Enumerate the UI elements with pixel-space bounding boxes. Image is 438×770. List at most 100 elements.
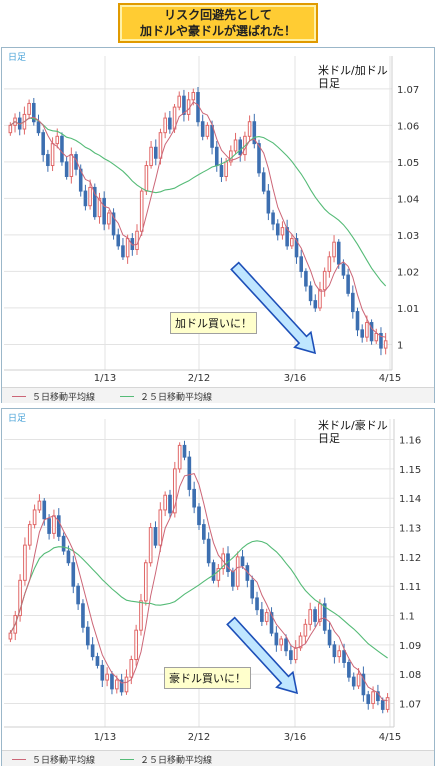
- candle-body: [41, 132, 45, 156]
- down-arrow-icon: [226, 616, 299, 695]
- legend-label-ma25: ２５日移動平均線: [140, 756, 213, 766]
- candle-body: [42, 500, 47, 520]
- candle-body: [197, 506, 201, 526]
- candle-body: [27, 524, 32, 546]
- candle-body: [187, 456, 192, 490]
- y-tick-label: 1.07: [397, 85, 419, 96]
- candle-body: [290, 238, 294, 247]
- candle-body: [322, 603, 327, 631]
- ma5-line: [9, 101, 386, 338]
- candle-body: [78, 168, 83, 192]
- candle-body: [342, 650, 346, 663]
- legend: ５日移動平均線 ２５日移動平均線: [2, 387, 434, 403]
- candle-body: [383, 340, 388, 349]
- candle-body: [264, 612, 269, 622]
- candle-body: [69, 154, 74, 177]
- candle-body: [219, 165, 224, 177]
- x-tick-label: 4/15: [379, 732, 401, 743]
- candle-body: [289, 650, 293, 661]
- candle-body: [81, 603, 85, 628]
- candle-body: [139, 600, 143, 631]
- y-tick-label: 1.1: [399, 612, 415, 623]
- candle-body: [380, 700, 385, 710]
- candle-body: [271, 212, 275, 225]
- usdaud-chart-panel: 1.16 1.15 1.14 1.13 1.12 1.11 1.1 1.09 1.08 1.07 1…: [1, 408, 435, 766]
- ma5-line: [9, 473, 388, 702]
- annotation-box: 加ドル買いに！: [170, 312, 257, 334]
- candle-body: [18, 579, 22, 617]
- candle-body: [374, 332, 379, 342]
- candle-body: [37, 500, 42, 511]
- candle-body: [27, 102, 31, 115]
- candle-body: [158, 509, 163, 546]
- candle-body: [351, 676, 356, 687]
- candle-body: [36, 121, 41, 134]
- candle-body: [168, 117, 172, 130]
- candle-body: [304, 270, 308, 287]
- pair-name: 米ドル/豪ドル: [318, 419, 388, 432]
- candle-body: [327, 629, 332, 646]
- ma25-line: [9, 117, 387, 287]
- candle-body: [238, 139, 243, 156]
- candle-body: [71, 562, 76, 587]
- legend-label-ma5: ５日移動平均線: [32, 756, 96, 766]
- candle-body: [346, 274, 350, 294]
- x-tick-label: 2/12: [188, 373, 210, 384]
- candle-body: [365, 322, 369, 338]
- usdaud-chart: 1.16 1.15 1.14 1.13 1.12 1.11 1.1 1.09 1.08 1.07 1…: [4, 419, 421, 743]
- y-tick-label: 1.06: [397, 121, 419, 132]
- candle-body: [322, 270, 327, 291]
- candle-body: [356, 673, 361, 687]
- y-tick-label: 1.03: [397, 231, 419, 242]
- candle-body: [255, 597, 259, 611]
- x-tick-label: 4/15: [379, 373, 401, 384]
- candle-body: [216, 568, 221, 581]
- pair-timeframe: 日足: [318, 77, 340, 90]
- candle-body: [191, 92, 196, 101]
- candle-body: [125, 238, 130, 258]
- x-tick-label: 3/16: [284, 373, 306, 384]
- x-tick-label: 1/13: [94, 373, 116, 384]
- candle-body: [318, 603, 322, 622]
- candle-body: [369, 322, 374, 342]
- candle-body: [102, 197, 106, 225]
- y-tick-label: 1.08: [399, 670, 421, 681]
- headline-line1: リスク回避先として: [164, 8, 272, 22]
- candle-body: [182, 95, 186, 115]
- timeframe-label: 日足: [8, 53, 27, 63]
- candle-body: [119, 679, 124, 693]
- y-tick-label: 1.09: [399, 641, 421, 652]
- candle-body: [182, 444, 187, 458]
- candle-body: [163, 117, 167, 134]
- legend-label-ma5: ５日移動平均線: [32, 393, 96, 403]
- candle-body: [279, 638, 284, 646]
- y-tick-label: 1.14: [399, 494, 421, 505]
- candle-body: [229, 150, 233, 163]
- candle-body: [211, 562, 216, 581]
- candle-body: [95, 656, 100, 666]
- legend-swatch-ma25: [120, 759, 134, 760]
- candle-body: [46, 154, 50, 167]
- x-tick-label: 2/12: [188, 732, 210, 743]
- legend-item-ma25: ２５日移動平均線: [120, 753, 212, 766]
- candle-body: [224, 161, 228, 177]
- y-tick-label: 1.05: [397, 158, 419, 169]
- candle-body: [351, 292, 355, 313]
- y-tick-label: 1.04: [397, 194, 419, 205]
- candle-body: [332, 644, 337, 658]
- candle-body: [257, 143, 261, 174]
- candle-body: [250, 579, 255, 599]
- usdcad-chart-panel: 1.07 1.06 1.05 1.04 1.03 1.02 1.01 1 1/13 2/12 3/1…: [1, 47, 435, 403]
- candle-body: [163, 494, 167, 511]
- candle-body: [168, 494, 172, 514]
- headline-box: リスク回避先として 加ドルや豪ドルが選ばれた！: [118, 3, 318, 43]
- candle-body: [47, 518, 51, 534]
- candle-body: [114, 679, 119, 690]
- candle-body: [32, 509, 37, 526]
- candle-body: [56, 515, 61, 537]
- candle-body: [205, 124, 210, 137]
- candle-body: [233, 139, 238, 152]
- legend-swatch-ma5: [12, 396, 26, 397]
- candle-body: [303, 623, 308, 637]
- candle-body: [192, 488, 196, 508]
